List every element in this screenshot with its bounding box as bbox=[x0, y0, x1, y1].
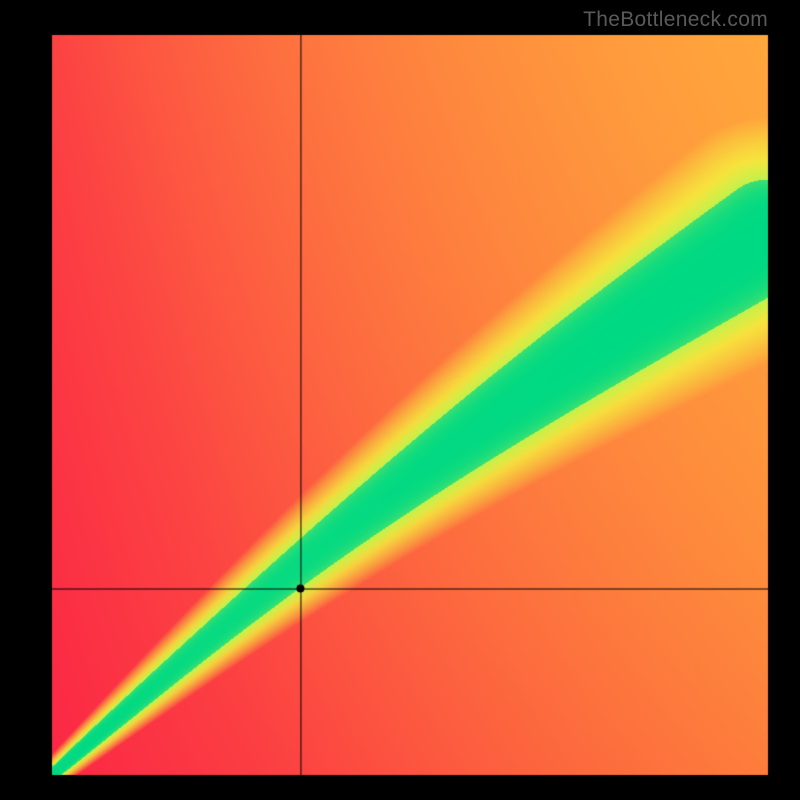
watermark-text: TheBottleneck.com bbox=[583, 8, 768, 32]
bottleneck-heatmap bbox=[0, 0, 800, 800]
